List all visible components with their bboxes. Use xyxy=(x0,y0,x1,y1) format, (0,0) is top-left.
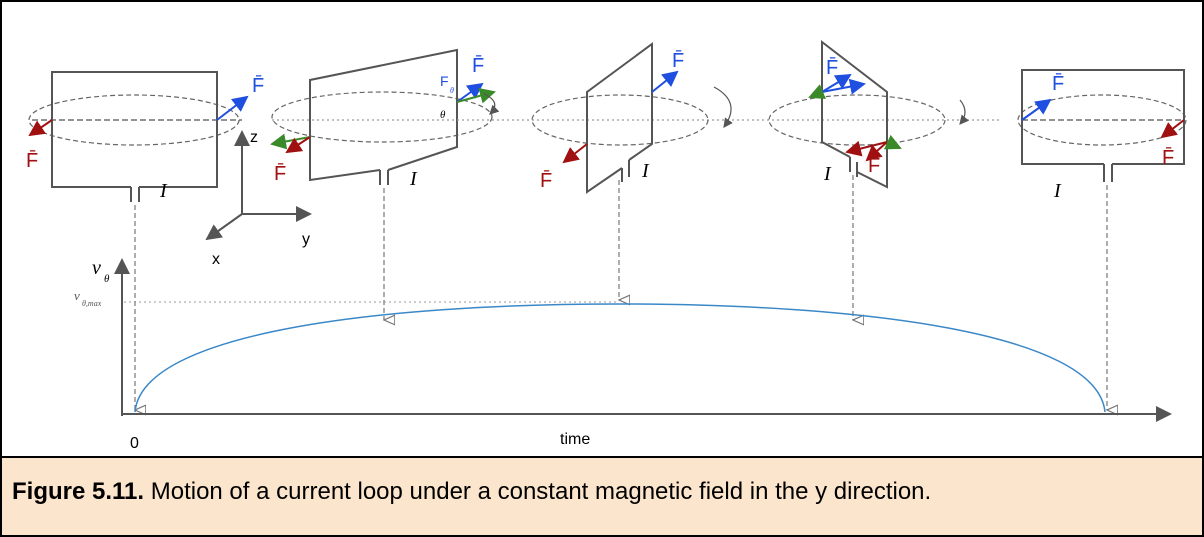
axis-x: x xyxy=(212,251,220,268)
force-label: F̄ xyxy=(868,154,880,177)
force-label: F̄ xyxy=(252,74,264,97)
force-label: F̄ xyxy=(826,56,838,79)
graph-y-label: v xyxy=(92,257,101,279)
current-label: I xyxy=(641,160,650,182)
graph-max-label: v xyxy=(74,288,80,303)
component-sub: θ xyxy=(450,86,454,95)
caption: Figure 5.11. Motion of a current loop un… xyxy=(2,456,1202,535)
figure-page: F̄ F̄ I F̄ F̄ F θ θ I F̄ F̄ I F̄ F̄ I F̄… xyxy=(0,0,1204,537)
force-label: F̄ xyxy=(540,169,552,192)
force-label: F̄ xyxy=(274,162,286,185)
current-label: I xyxy=(409,168,418,190)
graph-max-sub: θ,max xyxy=(82,299,102,308)
force-label: F̄ xyxy=(1162,146,1174,169)
force-label: F̄ xyxy=(26,149,38,172)
force-label: F̄ xyxy=(1052,72,1064,95)
x-axis-label: time xyxy=(560,431,590,448)
force-label: F̄ xyxy=(672,49,684,72)
origin-label: 0 xyxy=(130,435,139,452)
angle-label: θ xyxy=(440,109,446,121)
caption-text: Motion of a current loop under a constan… xyxy=(144,478,931,505)
current-label: I xyxy=(159,180,168,202)
diagram: F̄ F̄ I F̄ F̄ F θ θ I F̄ F̄ I F̄ F̄ I F̄… xyxy=(2,2,1202,456)
component-label: F xyxy=(440,73,449,89)
axis-z: z xyxy=(250,129,258,146)
axis-y: y xyxy=(302,231,310,248)
labels: F̄ F̄ I F̄ F̄ F θ θ I F̄ F̄ I F̄ F̄ I F̄… xyxy=(26,49,1174,452)
current-label: I xyxy=(1053,180,1062,202)
caption-number: Figure 5.11. xyxy=(12,478,144,505)
current-label: I xyxy=(823,163,832,185)
layout-shapes xyxy=(29,42,1186,416)
force-label: F̄ xyxy=(472,54,484,77)
graph-y-sub: θ xyxy=(104,273,110,285)
